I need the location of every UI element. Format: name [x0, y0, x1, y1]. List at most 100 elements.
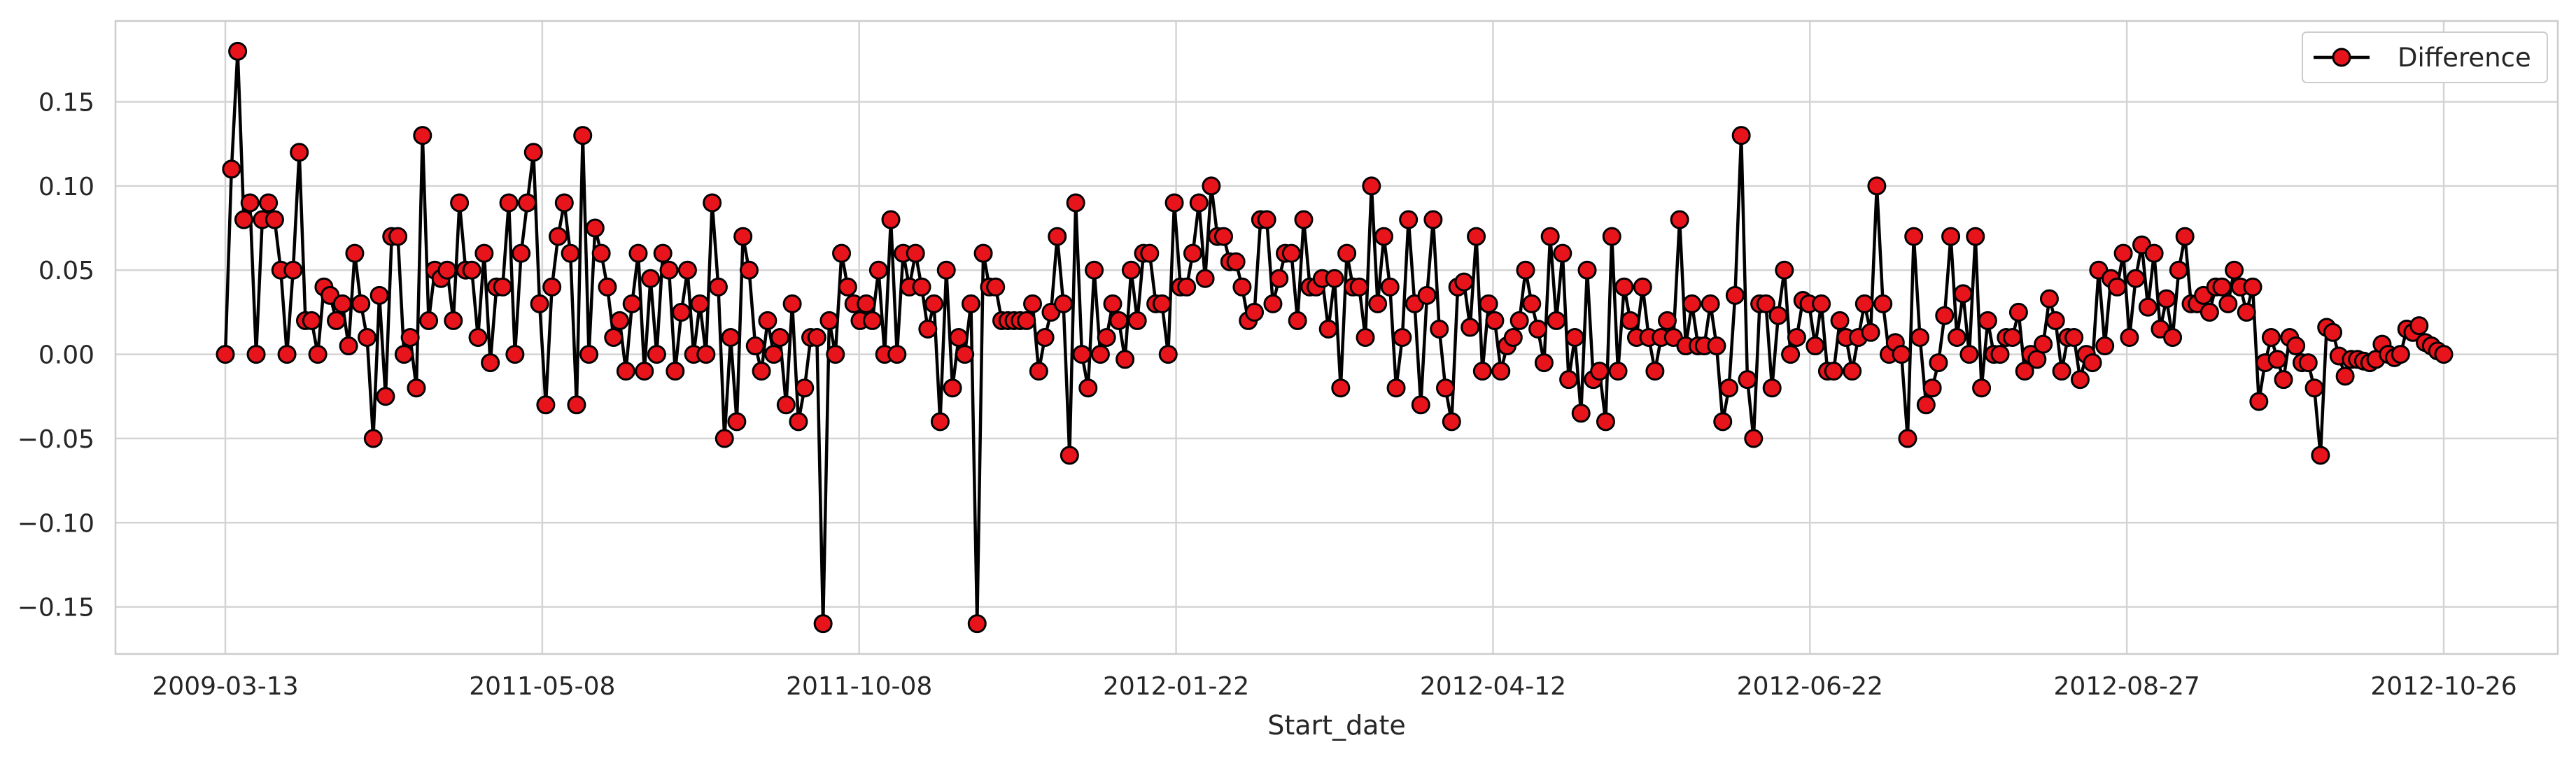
data-point — [795, 378, 815, 398]
data-point — [419, 311, 439, 330]
data-point — [2157, 289, 2176, 308]
data-point — [591, 243, 611, 263]
data-point — [1035, 328, 1055, 347]
data-point — [1633, 277, 1652, 297]
data-point — [1904, 227, 1924, 246]
data-point — [1972, 378, 1992, 398]
data-point — [1528, 319, 1548, 339]
data-point — [943, 378, 962, 398]
data-point — [481, 353, 500, 373]
data-point — [1085, 260, 1104, 280]
data-point — [721, 328, 740, 347]
y-axis-ticks: −0.15 −0.10 −0.05 0.00 0.05 0.10 0.15 — [17, 89, 94, 623]
x-tick-label: 2012-01-22 — [1103, 672, 1249, 701]
data-point — [1054, 294, 1074, 313]
data-point — [1479, 294, 1498, 313]
data-point — [770, 328, 789, 347]
data-point — [2409, 316, 2429, 336]
data-point — [1670, 210, 1689, 229]
data-point — [1467, 227, 1486, 246]
data-point — [2237, 302, 2256, 322]
data-point — [2311, 446, 2330, 465]
data-point — [369, 285, 389, 305]
data-point — [789, 412, 808, 432]
data-point — [222, 159, 241, 179]
data-point — [1812, 294, 1831, 313]
data-point — [290, 143, 309, 162]
data-point — [2169, 260, 2188, 280]
data-point — [1547, 311, 1566, 330]
data-point — [1762, 378, 1782, 398]
data-point — [635, 362, 654, 381]
data-point — [468, 328, 488, 347]
data-point — [2298, 353, 2318, 373]
data-point — [906, 243, 925, 263]
data-point — [1399, 210, 1419, 229]
x-tick-label: 2009-03-13 — [152, 672, 298, 701]
data-point — [1318, 319, 1338, 339]
plot-border — [114, 20, 2559, 655]
y-tick-label: 0.10 — [38, 173, 94, 201]
data-point — [1503, 328, 1523, 347]
data-point — [2046, 311, 2065, 330]
x-tick-label: 2012-04-12 — [1420, 672, 1566, 701]
data-point — [1843, 362, 1862, 381]
data-point — [2225, 260, 2244, 280]
data-point — [579, 345, 599, 364]
data-point — [1177, 277, 1197, 297]
data-point — [376, 387, 395, 406]
data-point — [1775, 260, 1794, 280]
data-point — [739, 260, 759, 280]
data-point — [647, 345, 666, 364]
data-point — [616, 362, 635, 381]
data-point — [1164, 193, 1184, 213]
data-point — [1990, 345, 2010, 364]
data-point — [1023, 294, 1043, 313]
data-point — [930, 412, 950, 432]
data-point — [887, 345, 907, 364]
data-point — [1873, 294, 1893, 313]
data-point — [1731, 126, 1751, 145]
data-point — [1430, 319, 1449, 339]
data-point — [536, 395, 556, 415]
data-point — [1861, 322, 1880, 342]
data-point — [1658, 311, 1677, 330]
data-point — [1577, 260, 1597, 280]
data-point — [1491, 362, 1511, 381]
data-point — [1281, 243, 1301, 263]
data-point — [1781, 345, 1801, 364]
x-tick-label: 2011-10-08 — [786, 672, 932, 701]
data-point — [554, 193, 574, 213]
data-point — [1257, 210, 1276, 229]
data-point — [863, 311, 882, 330]
x-tick-label: 2011-05-08 — [469, 672, 615, 701]
data-point — [1645, 362, 1665, 381]
data-point — [234, 210, 253, 229]
x-tick-label: 2012-10-26 — [2370, 672, 2517, 701]
data-point — [2286, 336, 2306, 356]
data-point — [1959, 345, 1979, 364]
data-point — [363, 429, 383, 448]
data-point — [1368, 294, 1388, 313]
data-point — [1072, 345, 1092, 364]
data-point — [413, 126, 432, 145]
data-point — [955, 345, 975, 364]
data-point — [1867, 176, 1887, 196]
data-point — [573, 126, 593, 145]
series-difference — [216, 41, 2454, 634]
data-point — [807, 328, 826, 347]
data-point — [961, 294, 980, 313]
data-point — [677, 260, 697, 280]
data-point — [1590, 362, 1610, 381]
data-point — [1423, 210, 1443, 229]
data-point — [1565, 328, 1584, 347]
y-tick-label: 0.05 — [38, 257, 94, 285]
data-point — [857, 294, 876, 313]
data-point — [1115, 350, 1135, 369]
data-point — [1454, 272, 1474, 292]
data-point — [240, 193, 260, 213]
data-point — [1559, 370, 1579, 390]
data-point — [2144, 243, 2164, 263]
data-point — [1787, 328, 1806, 347]
